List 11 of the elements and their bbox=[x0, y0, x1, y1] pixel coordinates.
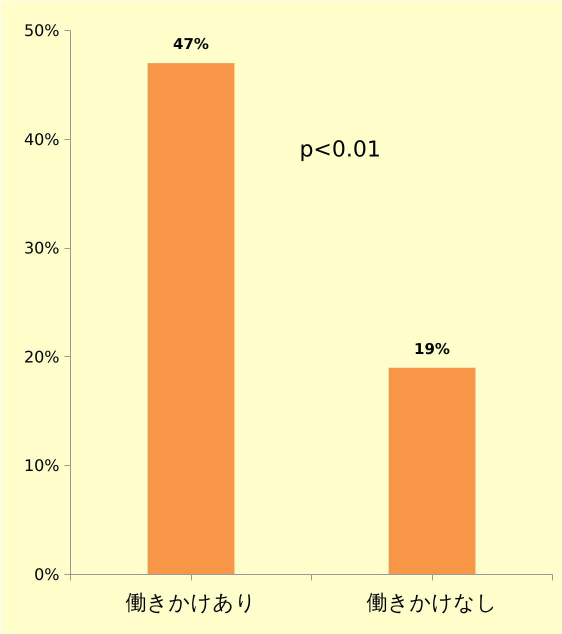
y-tick-label: 30% bbox=[24, 238, 60, 258]
y-tick-label: 10% bbox=[24, 456, 60, 476]
data-label: 19% bbox=[414, 340, 450, 358]
y-tick-label: 0% bbox=[34, 565, 60, 584]
y-tick-label: 20% bbox=[24, 347, 60, 366]
annotation: p<0.01 bbox=[299, 138, 381, 163]
data-label: 47% bbox=[173, 35, 209, 54]
y-tick-label: 40% bbox=[24, 130, 60, 149]
y-tick-label: 50% bbox=[24, 21, 60, 40]
x-tick-label: 働きかけなし bbox=[366, 590, 498, 614]
x-tick-label: 働きかけあり bbox=[126, 590, 256, 614]
